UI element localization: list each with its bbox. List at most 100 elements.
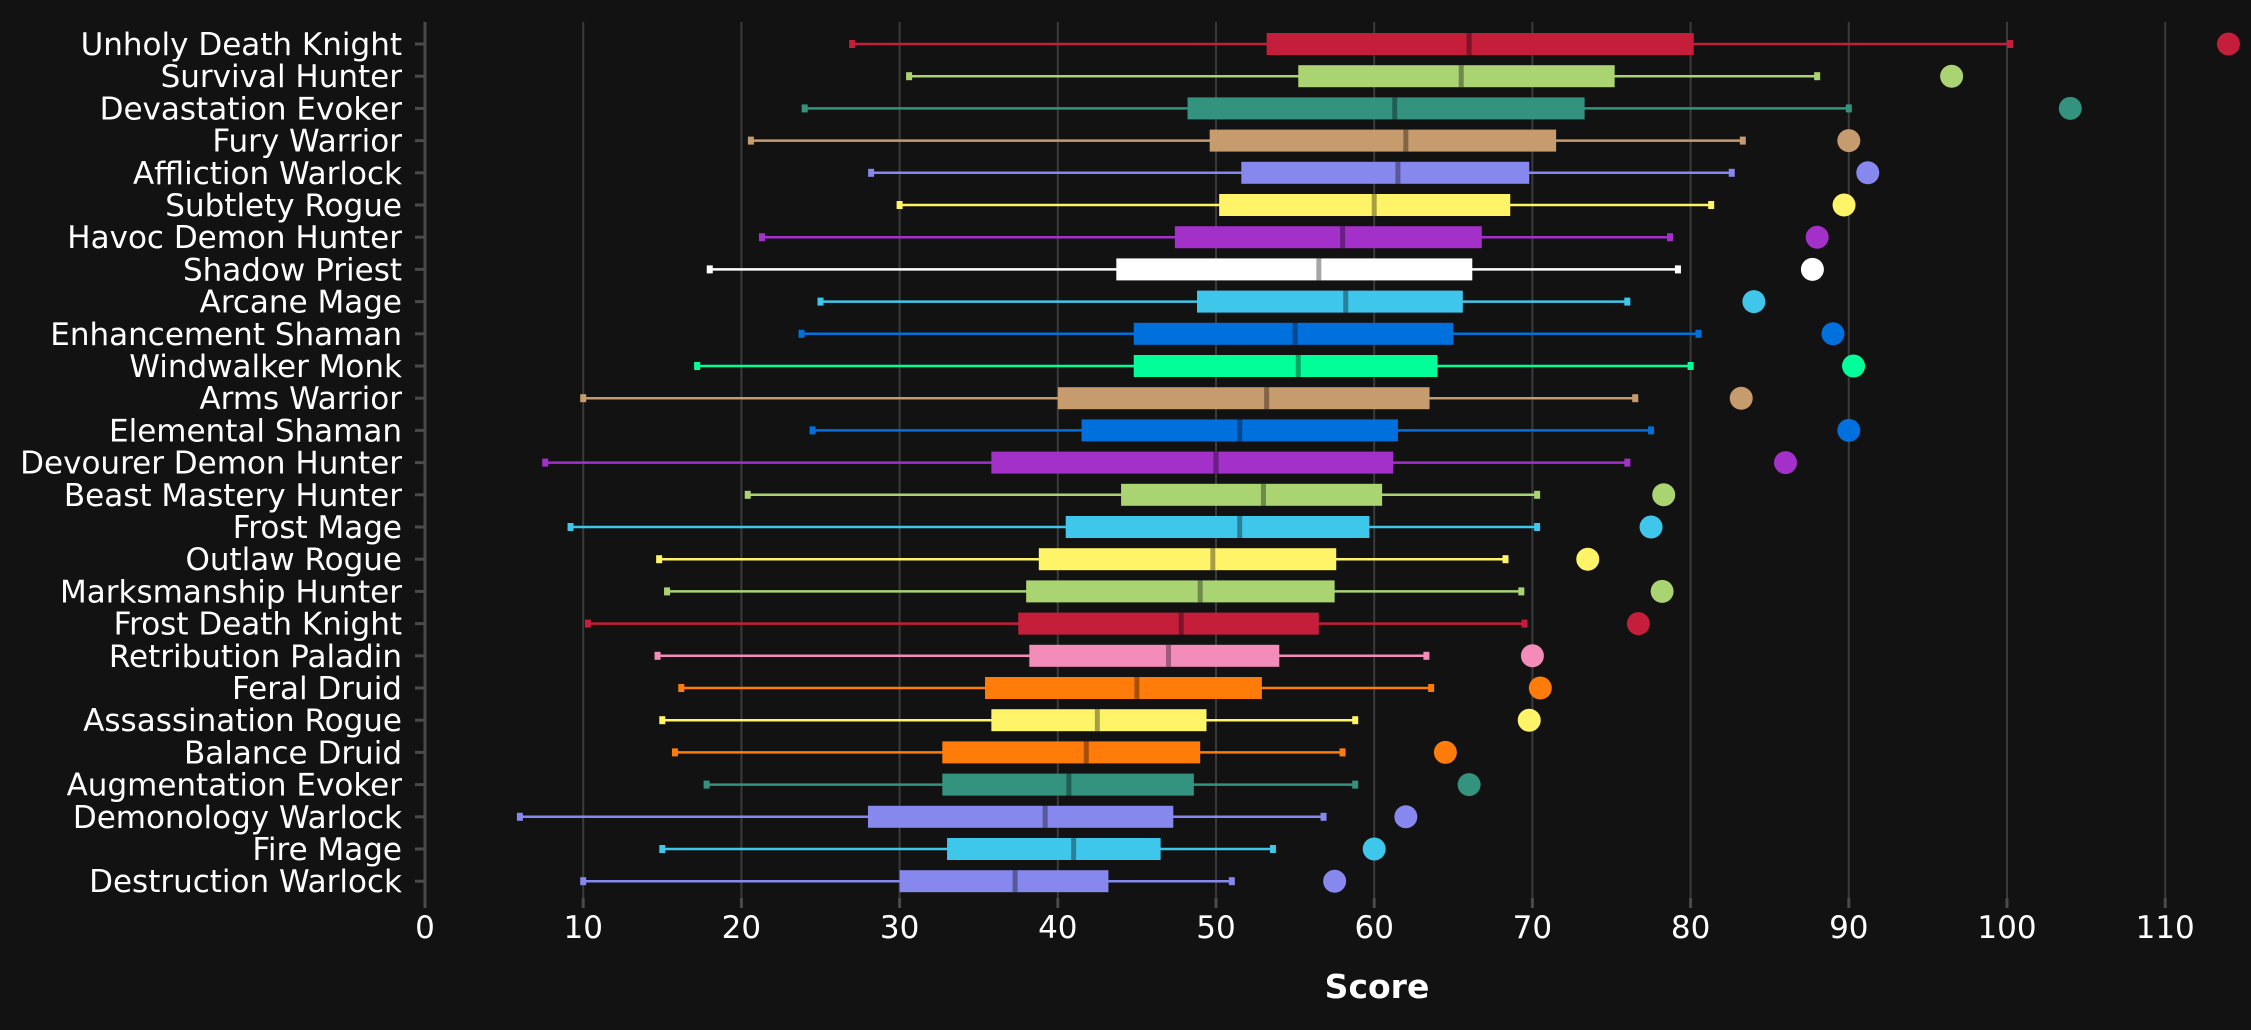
max-point-dot — [1394, 805, 1418, 829]
category-label: Marksmanship Hunter — [60, 574, 402, 610]
max-point-dot — [1800, 257, 1824, 281]
x-tick-label: 100 — [1977, 910, 2036, 946]
iqr-box — [1018, 612, 1319, 635]
iqr-box — [1209, 129, 1557, 152]
median-mark — [1166, 644, 1172, 667]
whisker-max-cap — [1320, 812, 1327, 821]
median-mark — [1292, 322, 1298, 345]
median-mark — [1316, 258, 1322, 281]
category-label: Windwalker Monk — [129, 349, 402, 385]
median-mark — [1295, 355, 1301, 377]
max-point-dot — [1774, 451, 1798, 475]
median-mark — [1237, 419, 1243, 442]
whisker-max-cap — [1339, 748, 1346, 757]
iqr-box — [991, 709, 1207, 732]
category-label: Destruction Warlock — [89, 864, 402, 900]
whisker-min-cap — [694, 362, 701, 370]
max-point-dot — [1528, 676, 1552, 700]
max-point-dot — [1821, 322, 1845, 346]
whisker-min-cap — [868, 168, 875, 177]
category-label: Subtlety Rogue — [165, 188, 402, 224]
box-subtlety-rogue — [896, 193, 1856, 217]
median-mark — [1340, 226, 1346, 249]
max-point-dot — [1362, 837, 1386, 861]
whisker-min-cap — [516, 812, 523, 821]
whisker-max-cap — [1228, 877, 1235, 886]
box-balance-druid — [671, 740, 1457, 764]
box-havoc-demon-hunter — [758, 225, 1829, 249]
whisker-min-cap — [580, 877, 587, 886]
whisker-min-cap — [580, 394, 587, 403]
category-label: Devastation Evoker — [100, 91, 403, 127]
whisker-min-cap — [758, 233, 765, 242]
max-point-dot — [1832, 193, 1856, 217]
x-tick-label: 70 — [1513, 910, 1552, 946]
box-survival-hunter — [906, 64, 1964, 88]
whisker-max-cap — [1624, 458, 1631, 467]
box-enhancement-shaman — [798, 322, 1845, 346]
iqr-box — [1298, 65, 1615, 88]
box-retribution-paladin — [654, 644, 1544, 668]
iqr-box — [1133, 322, 1454, 345]
median-mark — [1213, 451, 1219, 474]
max-point-dot — [1940, 64, 1964, 88]
iqr-box — [1057, 387, 1430, 410]
box-feral-druid — [678, 676, 1552, 700]
whisker-min-cap — [747, 136, 754, 145]
median-mark — [1466, 33, 1472, 55]
category-label: Unholy Death Knight — [81, 27, 402, 63]
x-tick-label: 90 — [1829, 910, 1868, 946]
whisker-min-cap — [654, 651, 661, 660]
whisker-max-cap — [1845, 104, 1852, 113]
category-label: Devourer Demon Hunter — [20, 446, 402, 482]
iqr-box — [1197, 290, 1463, 313]
x-tick-label: 0 — [415, 910, 435, 946]
box-devastation-evoker — [801, 96, 2082, 120]
whisker-max-cap — [1687, 362, 1694, 370]
box-unholy-death-knight — [849, 32, 2240, 56]
whisker-min-cap — [659, 845, 666, 853]
box-destruction-warlock — [580, 869, 1347, 893]
x-tick-label: 30 — [880, 910, 919, 946]
max-point-dot — [2216, 32, 2240, 56]
whisker-max-cap — [1534, 490, 1541, 499]
median-mark — [1178, 612, 1184, 635]
max-point-dot — [1433, 740, 1457, 764]
whisker-max-cap — [1428, 684, 1435, 692]
median-mark — [1237, 516, 1243, 538]
category-label: Feral Druid — [232, 671, 402, 707]
whisker-max-cap — [1814, 72, 1821, 81]
iqr-box — [1026, 580, 1335, 603]
whisker-max-cap — [1739, 136, 1746, 145]
whisker-max-cap — [1423, 651, 1430, 660]
median-mark — [1094, 709, 1100, 732]
category-label: Assassination Rogue — [83, 703, 402, 739]
category-label: Demonology Warlock — [73, 800, 402, 836]
category-label: Augmentation Evoker — [67, 768, 403, 804]
whisker-min-cap — [849, 40, 856, 48]
whisker-min-cap — [817, 297, 824, 306]
box-elemental-shaman — [809, 418, 1861, 442]
median-mark — [1071, 838, 1077, 860]
iqr-box — [1038, 548, 1337, 571]
median-mark — [1392, 97, 1398, 120]
median-mark — [1066, 773, 1072, 796]
category-label: Enhancement Shaman — [50, 317, 402, 353]
iqr-box — [1241, 161, 1530, 184]
x-tick-label: 50 — [1196, 910, 1235, 946]
box-affliction-warlock — [868, 161, 1880, 185]
median-mark — [1042, 805, 1048, 828]
max-point-dot — [1517, 708, 1541, 732]
category-label: Shadow Priest — [183, 252, 402, 288]
iqr-box — [1116, 258, 1473, 281]
box-arms-warrior — [580, 386, 1753, 410]
x-tick-label: 60 — [1354, 910, 1393, 946]
max-point-dot — [1520, 644, 1544, 668]
category-label: Arcane Mage — [200, 285, 402, 321]
whisker-min-cap — [659, 716, 666, 725]
x-tick-labels: 0 10 20 30 40 50 60 70 80 90 100 110 — [415, 910, 2195, 946]
whisker-max-cap — [1352, 780, 1359, 789]
category-label: Frost Death Knight — [114, 607, 402, 643]
iqr-box — [1121, 483, 1383, 506]
